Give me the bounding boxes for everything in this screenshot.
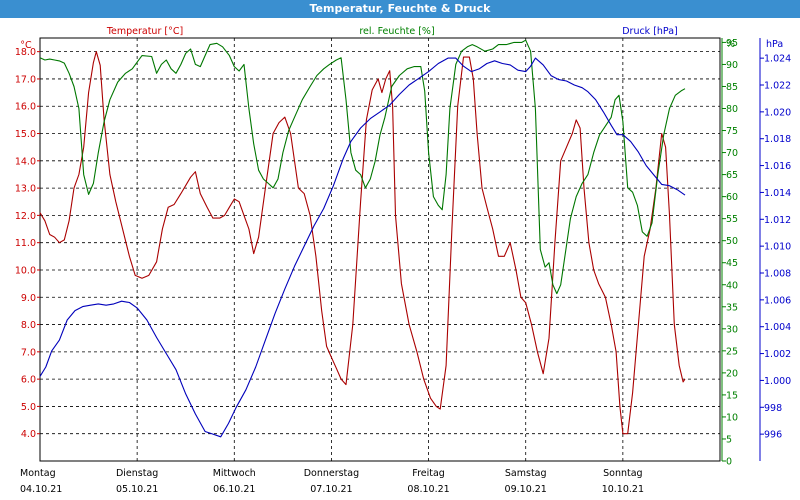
temperature-tick-label: 9.0: [21, 293, 36, 304]
temperature-axis: °C 4.0 5.0 6.0 7.0 8.0 9.0 10.0 11.0 12.0 13.0 14.0…: [15, 40, 40, 440]
temperature-tick-label: 6.0: [21, 375, 36, 386]
humidity-tick-label: 10: [726, 412, 738, 423]
temperature-tick-label: 4.0: [21, 429, 36, 440]
x-date-label: 08.10.21: [407, 484, 449, 495]
legend-temperature: Temperatur [°C]: [106, 26, 183, 37]
legend-pressure: Druck [hPa]: [622, 26, 678, 37]
x-day-label: Sonntag: [603, 468, 642, 479]
x-day-label: Dienstag: [116, 468, 158, 479]
temperature-tick-label: 12.0: [15, 211, 36, 222]
temperature-tick-label: 7.0: [21, 347, 36, 358]
pressure-tick-label: 1.024: [764, 54, 791, 65]
pressure-tick-label: 1.018: [764, 134, 791, 145]
humidity-tick-label: 90: [726, 60, 738, 71]
x-day-label: Freitag: [412, 468, 445, 479]
plot-frame: [39, 37, 721, 462]
humidity-tick-label: 20: [726, 368, 738, 379]
humidity-tick-label: 75: [726, 126, 738, 137]
pressure-tick-label: 1.016: [764, 161, 791, 172]
pressure-axis: 996 998 1.000 1.002 1.004 1.006 1.008 1.010 1.01…: [759, 38, 791, 461]
temperature-line: [39, 51, 686, 435]
pressure-tick-label: 1.004: [764, 322, 791, 333]
humidity-tick-label: 80: [726, 104, 738, 115]
pressure-tick-label: 1.022: [764, 81, 791, 92]
pressure-tick-label: 1.006: [764, 295, 791, 306]
pressure-tick-label: 1.002: [764, 349, 791, 360]
pressure-tick-label: 998: [764, 403, 782, 414]
humidity-tick-label: 0: [726, 457, 732, 468]
humidity-tick-label: 15: [726, 390, 738, 401]
x-date-label: 04.10.21: [20, 484, 62, 495]
pressure-tick-label: 1.020: [764, 107, 791, 118]
humidity-tick-label: 55: [726, 214, 738, 225]
pressure-tick-label: 1.010: [764, 242, 791, 253]
temperature-tick-label: 16.0: [15, 102, 36, 113]
temperature-unit: °C: [20, 40, 32, 51]
humidity-axis: 0 5 10 15 20 25 30 35 40 45 50 55 60 65 70 75 80 85 90 95%: [721, 38, 738, 468]
humidity-tick-label: 35: [726, 302, 738, 313]
humidity-tick-label: 30: [726, 324, 738, 335]
window-title: Temperatur, Feuchte & Druck: [0, 0, 800, 18]
humidity-tick-label: 50: [726, 236, 738, 247]
pressure-tick-label: 1.008: [764, 269, 791, 280]
humidity-tick-label: 65: [726, 170, 738, 181]
x-date-label: 09.10.21: [505, 484, 547, 495]
humidity-tick-label: 95: [726, 38, 738, 49]
x-date-label: 10.10.21: [602, 484, 644, 495]
temperature-tick-label: 15.0: [15, 129, 36, 140]
temperature-tick-label: 5.0: [21, 402, 36, 413]
x-day-label: Mittwoch: [213, 468, 256, 479]
pressure-tick-label: 996: [764, 430, 782, 441]
humidity-line: [39, 39, 686, 295]
temperature-tick-label: 14.0: [15, 156, 36, 167]
pressure-tick-label: 1.014: [764, 188, 791, 199]
humidity-tick-label: 5: [726, 434, 732, 445]
humidity-tick-label: 40: [726, 280, 738, 291]
legend: Temperatur [°C] rel. Feuchte [%] Druck […: [106, 26, 678, 37]
temperature-tick-label: 17.0: [15, 74, 36, 85]
x-day-label: Montag: [20, 468, 56, 479]
x-day-label: Samstag: [505, 468, 547, 479]
pressure-tick-label: 1.012: [764, 215, 791, 226]
series-lines: [39, 39, 686, 438]
grid: [39, 37, 721, 462]
temperature-tick-label: 13.0: [15, 184, 36, 195]
x-date-label: 05.10.21: [116, 484, 158, 495]
humidity-tick-label: 25: [726, 346, 738, 357]
date-axis: Montag 04.10.21 Dienstag 05.10.21 Mittwoch 06…: [20, 468, 644, 495]
temperature-tick-label: 11.0: [15, 238, 36, 249]
temperature-tick-label: 10.0: [15, 265, 36, 276]
x-date-label: 06.10.21: [213, 484, 255, 495]
x-day-label: Donnerstag: [304, 468, 359, 479]
humidity-tick-label: 70: [726, 148, 738, 159]
temperature-tick-label: 8.0: [21, 320, 36, 331]
x-date-label: 07.10.21: [310, 484, 352, 495]
pressure-unit: hPa: [766, 39, 783, 50]
pressure-line: [39, 57, 686, 438]
humidity-tick-label: 45: [726, 258, 738, 269]
legend-humidity: rel. Feuchte [%]: [359, 26, 434, 37]
humidity-tick-label: 85: [726, 82, 738, 93]
temperature-tick-label: 18.0: [15, 47, 36, 58]
humidity-unit: %: [726, 39, 735, 50]
humidity-tick-label: 60: [726, 192, 738, 203]
pressure-tick-label: 1.000: [764, 376, 791, 387]
